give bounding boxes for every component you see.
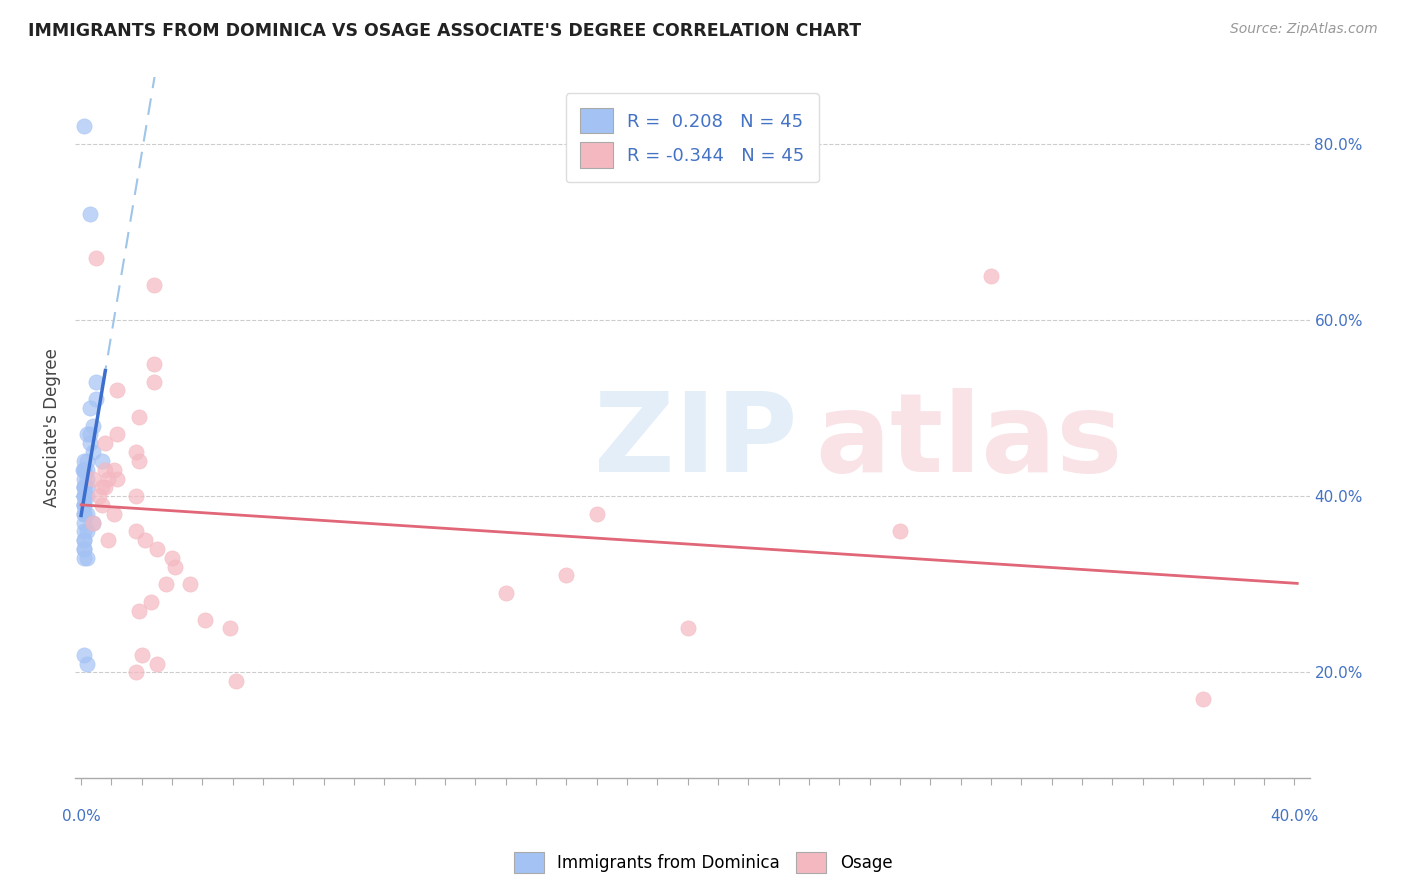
Point — [495, 586, 517, 600]
Point — [73, 454, 96, 468]
Point — [585, 507, 607, 521]
Point — [97, 471, 120, 485]
Point — [73, 463, 96, 477]
Point — [124, 489, 146, 503]
Point — [73, 480, 96, 494]
Point — [73, 463, 96, 477]
Y-axis label: Associate's Degree: Associate's Degree — [44, 349, 60, 508]
Point — [73, 550, 96, 565]
Point — [131, 648, 153, 662]
Point — [134, 533, 156, 548]
Point — [73, 119, 96, 133]
Text: 40.0%: 40.0% — [1270, 809, 1319, 824]
Point — [179, 577, 201, 591]
Point — [82, 471, 104, 485]
Point — [73, 489, 96, 503]
Point — [84, 375, 107, 389]
Point — [82, 516, 104, 530]
Point — [73, 516, 96, 530]
Point — [76, 471, 98, 485]
Point — [128, 604, 150, 618]
Point — [76, 507, 98, 521]
Point — [128, 409, 150, 424]
Point — [79, 427, 101, 442]
Point — [94, 480, 117, 494]
Point — [73, 533, 96, 548]
Point — [94, 436, 117, 450]
Point — [73, 542, 96, 557]
Point — [124, 665, 146, 680]
Point — [73, 533, 96, 548]
Point — [76, 550, 98, 565]
Point — [73, 507, 96, 521]
Point — [91, 454, 114, 468]
Point — [94, 463, 117, 477]
Point — [82, 418, 104, 433]
Point — [73, 480, 96, 494]
Point — [107, 427, 129, 442]
Point — [73, 498, 96, 512]
Point — [79, 401, 101, 415]
Point — [73, 542, 96, 557]
Point — [124, 445, 146, 459]
Point — [72, 463, 94, 477]
Point — [139, 595, 162, 609]
Point — [73, 507, 96, 521]
Point — [84, 392, 107, 407]
Point — [555, 568, 578, 582]
Point — [76, 427, 98, 442]
Point — [1192, 692, 1215, 706]
Point — [128, 454, 150, 468]
Point — [91, 498, 114, 512]
Text: atlas: atlas — [815, 388, 1123, 495]
Point — [89, 489, 111, 503]
Point — [82, 516, 104, 530]
Point — [73, 489, 96, 503]
Point — [124, 524, 146, 539]
Point — [103, 463, 125, 477]
Point — [76, 463, 98, 477]
Point — [676, 621, 699, 635]
Point — [76, 657, 98, 671]
Point — [79, 436, 101, 450]
Point — [79, 207, 101, 221]
Point — [155, 577, 177, 591]
Point — [142, 375, 165, 389]
Point — [218, 621, 240, 635]
Text: 0.0%: 0.0% — [62, 809, 100, 824]
Point — [73, 489, 96, 503]
Point — [76, 454, 98, 468]
Point — [107, 384, 129, 398]
Point — [225, 674, 247, 689]
Point — [73, 524, 96, 539]
Point — [73, 498, 96, 512]
Point — [146, 542, 169, 557]
Point — [73, 498, 96, 512]
Point — [73, 648, 96, 662]
Point — [980, 268, 1002, 283]
Point — [73, 480, 96, 494]
Point — [889, 524, 911, 539]
Point — [76, 489, 98, 503]
Point — [194, 613, 217, 627]
Text: ZIP: ZIP — [593, 388, 797, 495]
Point — [76, 480, 98, 494]
Point — [82, 445, 104, 459]
Point — [84, 251, 107, 265]
Point — [146, 657, 169, 671]
Legend: Immigrants from Dominica, Osage: Immigrants from Dominica, Osage — [508, 846, 898, 880]
Point — [103, 507, 125, 521]
Point — [160, 550, 183, 565]
Text: Source: ZipAtlas.com: Source: ZipAtlas.com — [1230, 22, 1378, 37]
Legend: R =  0.208   N = 45, R = -0.344   N = 45: R = 0.208 N = 45, R = -0.344 N = 45 — [565, 94, 818, 183]
Point — [97, 533, 120, 548]
Point — [142, 277, 165, 292]
Point — [73, 471, 96, 485]
Text: IMMIGRANTS FROM DOMINICA VS OSAGE ASSOCIATE'S DEGREE CORRELATION CHART: IMMIGRANTS FROM DOMINICA VS OSAGE ASSOCI… — [28, 22, 862, 40]
Point — [91, 480, 114, 494]
Point — [165, 559, 187, 574]
Point — [107, 471, 129, 485]
Point — [76, 524, 98, 539]
Point — [142, 357, 165, 371]
